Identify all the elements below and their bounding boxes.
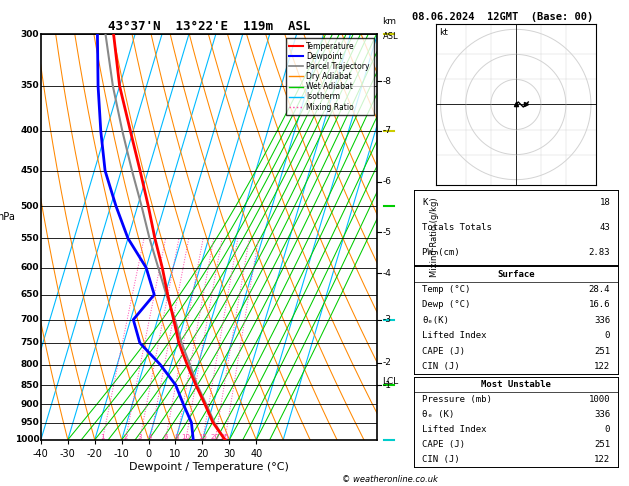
Text: Totals Totals: Totals Totals	[422, 223, 492, 232]
Legend: Temperature, Dewpoint, Parcel Trajectory, Dry Adiabat, Wet Adiabat, Isotherm, Mi: Temperature, Dewpoint, Parcel Trajectory…	[286, 38, 374, 115]
Text: Lifted Index: Lifted Index	[422, 331, 487, 340]
Text: 1: 1	[100, 434, 104, 440]
Text: ASL: ASL	[382, 32, 398, 41]
Text: Surface: Surface	[498, 270, 535, 278]
Text: 450: 450	[21, 166, 39, 175]
Text: 336: 336	[594, 316, 610, 325]
Text: 16.6: 16.6	[589, 300, 610, 310]
Text: 2: 2	[123, 434, 128, 440]
Text: CAPE (J): CAPE (J)	[422, 439, 465, 449]
Text: K: K	[422, 198, 428, 207]
Text: -1: -1	[382, 381, 391, 390]
Text: 20: 20	[211, 434, 220, 440]
Text: 2.83: 2.83	[589, 248, 610, 257]
Text: 0: 0	[604, 425, 610, 434]
Text: -6: -6	[382, 177, 391, 186]
Text: 900: 900	[21, 400, 39, 409]
Text: 300: 300	[21, 30, 39, 38]
Text: 850: 850	[21, 381, 39, 390]
Text: LCL: LCL	[382, 377, 399, 385]
Text: 650: 650	[21, 290, 39, 299]
Text: 251: 251	[594, 347, 610, 356]
Text: 700: 700	[21, 315, 39, 324]
Text: -5: -5	[382, 227, 391, 237]
Text: -3: -3	[382, 315, 391, 324]
Text: 28.4: 28.4	[589, 285, 610, 294]
Text: 750: 750	[21, 338, 39, 347]
Text: -4: -4	[382, 269, 391, 278]
Text: Mixing Ratio (g/kg): Mixing Ratio (g/kg)	[430, 197, 438, 277]
Text: CIN (J): CIN (J)	[422, 454, 460, 464]
Text: 1000: 1000	[14, 435, 39, 444]
Text: 500: 500	[21, 202, 39, 211]
Text: 400: 400	[21, 126, 39, 136]
Text: 336: 336	[594, 410, 610, 418]
Text: Temp (°C): Temp (°C)	[422, 285, 470, 294]
X-axis label: Dewpoint / Temperature (°C): Dewpoint / Temperature (°C)	[129, 462, 289, 471]
Text: 122: 122	[594, 362, 610, 371]
Text: 1000: 1000	[589, 395, 610, 404]
Text: kt: kt	[439, 28, 448, 36]
Text: θₑ (K): θₑ (K)	[422, 410, 454, 418]
Text: 15: 15	[198, 434, 207, 440]
Text: 350: 350	[21, 82, 39, 90]
Text: 251: 251	[594, 439, 610, 449]
Text: 10: 10	[181, 434, 191, 440]
Text: 4: 4	[148, 434, 152, 440]
Text: 122: 122	[594, 454, 610, 464]
Text: 3: 3	[138, 434, 142, 440]
Text: θₑ(K): θₑ(K)	[422, 316, 449, 325]
Text: -7: -7	[382, 126, 391, 136]
Text: CIN (J): CIN (J)	[422, 362, 460, 371]
Text: km: km	[382, 17, 396, 26]
Text: Lifted Index: Lifted Index	[422, 425, 487, 434]
Text: CAPE (J): CAPE (J)	[422, 347, 465, 356]
Text: 550: 550	[21, 234, 39, 243]
Text: 800: 800	[21, 360, 39, 369]
Text: 0: 0	[604, 331, 610, 340]
Text: -8: -8	[382, 77, 391, 86]
Text: Pressure (mb): Pressure (mb)	[422, 395, 492, 404]
Title: 43°37'N  13°22'E  119m  ASL: 43°37'N 13°22'E 119m ASL	[108, 20, 310, 33]
Text: 950: 950	[21, 418, 39, 427]
Text: 25: 25	[221, 434, 230, 440]
Text: 18: 18	[599, 198, 610, 207]
Text: PW (cm): PW (cm)	[422, 248, 460, 257]
Text: Dewp (°C): Dewp (°C)	[422, 300, 470, 310]
Text: hPa: hPa	[0, 212, 15, 223]
Text: 6: 6	[164, 434, 168, 440]
Text: 8: 8	[175, 434, 179, 440]
Text: © weatheronline.co.uk: © weatheronline.co.uk	[342, 474, 438, 484]
Text: -2: -2	[382, 358, 391, 367]
Text: Most Unstable: Most Unstable	[481, 380, 551, 389]
Text: 600: 600	[21, 263, 39, 272]
Text: 43: 43	[599, 223, 610, 232]
Text: 08.06.2024  12GMT  (Base: 00): 08.06.2024 12GMT (Base: 00)	[412, 12, 593, 22]
